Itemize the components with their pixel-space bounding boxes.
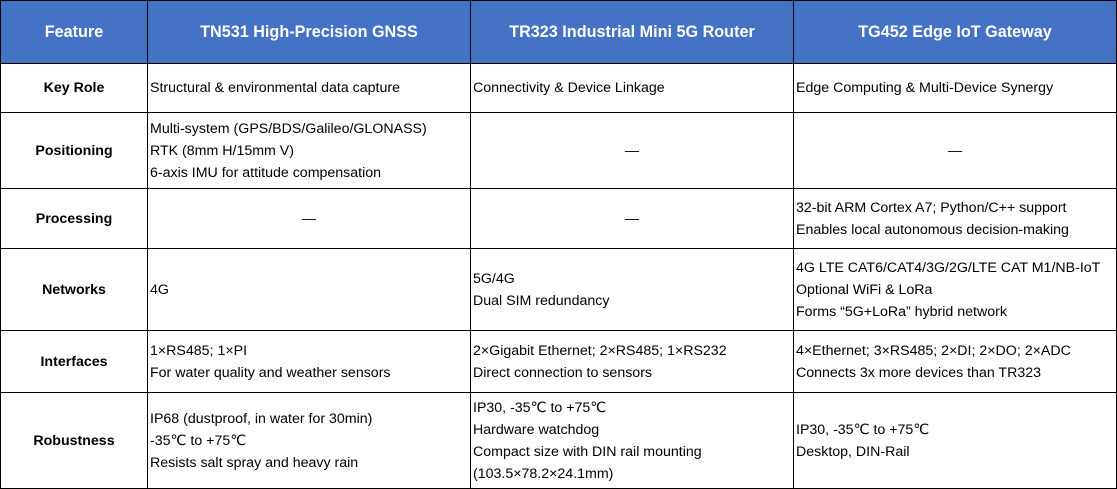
cell-line: For water quality and weather sensors xyxy=(150,364,391,381)
cell-line: 2×Gigabit Ethernet; 2×RS485; 1×RS232 xyxy=(473,342,727,359)
cell-line: Compact size with DIN rail mounting xyxy=(473,443,702,460)
cell-tg452-positioning: — xyxy=(793,112,1117,189)
cell-line: 6-axis IMU for attitude compensation xyxy=(150,164,382,181)
header-feature: Feature xyxy=(0,0,148,64)
cell-line: Optional WiFi & LoRa xyxy=(796,281,933,298)
cell-line: RTK (8mm H/15mm V) xyxy=(150,142,294,159)
cell-line: -35℃ to +75℃ xyxy=(150,432,247,449)
empty-dash: — xyxy=(624,210,640,227)
cell-line: Edge Computing & Multi-Device Synergy xyxy=(796,80,1054,96)
cell-tr323-processing: — xyxy=(470,188,794,249)
cell-line: IP30, -35℃ to +75℃ xyxy=(473,399,607,416)
cell-tr323-key-role: Connectivity & Device Linkage xyxy=(470,63,794,113)
row-label-interfaces: Interfaces xyxy=(0,330,148,393)
cell-tg452-robustness: IP30, -35℃ to +75℃ Desktop, DIN-Rail xyxy=(793,392,1117,489)
empty-dash: — xyxy=(947,142,963,159)
cell-tg452-interfaces: 4×Ethernet; 3×RS485; 2×DI; 2×DO; 2×ADC C… xyxy=(793,330,1117,393)
table-row-key-role: Key Role Structural & environmental data… xyxy=(0,63,1117,113)
cell-line: Connectivity & Device Linkage xyxy=(473,80,665,96)
cell-tn531-key-role: Structural & environmental data capture xyxy=(147,63,471,113)
cell-line: Structural & environmental data capture xyxy=(150,80,400,96)
cell-line: Forms “5G+LoRa” hybrid network xyxy=(796,303,1007,320)
cell-tg452-processing: 32-bit ARM Cortex A7; Python/C++ support… xyxy=(793,188,1117,249)
row-label-key-role: Key Role xyxy=(0,63,148,113)
empty-dash: — xyxy=(624,142,640,159)
table-row-interfaces: Interfaces 1×RS485; 1×PI For water quali… xyxy=(0,330,1117,393)
table-row-robustness: Robustness IP68 (dustproof, in water for… xyxy=(0,392,1117,489)
cell-tn531-positioning: Multi-system (GPS/BDS/Galileo/GLONASS) R… xyxy=(147,112,471,189)
cell-tr323-positioning: — xyxy=(470,112,794,189)
cell-tn531-processing: — xyxy=(147,188,471,249)
cell-line: 5G/4G xyxy=(473,270,515,287)
table-header: Feature TN531 High-Precision GNSS TR323 … xyxy=(0,0,1117,64)
header-tg452: TG452 Edge IoT Gateway xyxy=(793,0,1117,64)
cell-line: 4×Ethernet; 3×RS485; 2×DI; 2×DO; 2×ADC xyxy=(796,342,1071,359)
cell-line: Hardware watchdog xyxy=(473,421,600,438)
cell-line: Resists salt spray and heavy rain xyxy=(150,454,359,471)
cell-line: Multi-system (GPS/BDS/Galileo/GLONASS) xyxy=(150,120,427,137)
header-tr323: TR323 Industrial Mini 5G Router xyxy=(470,0,794,64)
table-row-networks: Networks 4G 5G/4G Dual SIM redundancy 4G… xyxy=(0,248,1117,331)
cell-line: IP30, -35℃ to +75℃ xyxy=(796,421,930,438)
cell-line: IP68 (dustproof, in water for 30min) xyxy=(150,410,373,427)
cell-line: 4G xyxy=(150,281,169,298)
cell-line: Connects 3x more devices than TR323 xyxy=(796,364,1041,381)
cell-tn531-interfaces: 1×RS485; 1×PI For water quality and weat… xyxy=(147,330,471,393)
cell-line: 4G LTE CAT6/CAT4/3G/2G/LTE CAT M1/NB-IoT xyxy=(796,259,1101,276)
cell-tr323-robustness: IP30, -35℃ to +75℃ Hardware watchdog Com… xyxy=(470,392,794,489)
cell-tn531-robustness: IP68 (dustproof, in water for 30min) -35… xyxy=(147,392,471,489)
header-tn531: TN531 High-Precision GNSS xyxy=(147,0,471,64)
row-label-processing: Processing xyxy=(0,188,148,249)
cell-line: Dual SIM redundancy xyxy=(473,292,610,309)
cell-line: Enables local autonomous decision-making xyxy=(796,221,1069,238)
empty-dash: — xyxy=(301,210,317,227)
cell-line: Direct connection to sensors xyxy=(473,364,653,381)
cell-tr323-networks: 5G/4G Dual SIM redundancy xyxy=(470,248,794,331)
header-row: Feature TN531 High-Precision GNSS TR323 … xyxy=(0,0,1117,64)
cell-tr323-interfaces: 2×Gigabit Ethernet; 2×RS485; 1×RS232 Dir… xyxy=(470,330,794,393)
cell-line: 1×RS485; 1×PI xyxy=(150,342,248,359)
table-row-positioning: Positioning Multi-system (GPS/BDS/Galile… xyxy=(0,112,1117,189)
cell-line: Desktop, DIN-Rail xyxy=(796,443,910,460)
cell-tg452-networks: 4G LTE CAT6/CAT4/3G/2G/LTE CAT M1/NB-IoT… xyxy=(793,248,1117,331)
cell-line: 32-bit ARM Cortex A7; Python/C++ support xyxy=(796,199,1067,216)
table-body: Key Role Structural & environmental data… xyxy=(0,63,1117,489)
cell-tn531-networks: 4G xyxy=(147,248,471,331)
cell-tg452-key-role: Edge Computing & Multi-Device Synergy xyxy=(793,63,1117,113)
row-label-networks: Networks xyxy=(0,248,148,331)
cell-line: (103.5×78.2×24.1mm) xyxy=(473,465,614,482)
row-label-positioning: Positioning xyxy=(0,112,148,189)
row-label-robustness: Robustness xyxy=(0,392,148,489)
table-row-processing: Processing — — 32-bit ARM Cortex A7; Pyt… xyxy=(0,188,1117,249)
